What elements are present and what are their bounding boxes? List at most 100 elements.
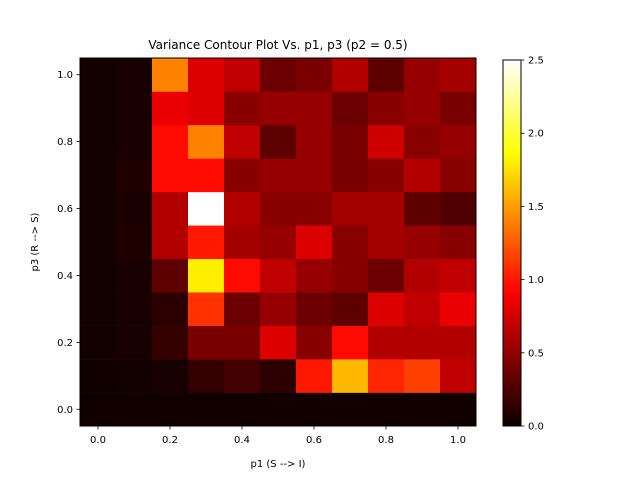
heatmap-cell: [188, 58, 225, 92]
heatmap-cell: [188, 258, 225, 293]
y-tick-label: 0.8: [57, 137, 73, 148]
heatmap-cell: [152, 359, 189, 393]
heatmap-cell: [296, 359, 333, 393]
heatmap-cell: [116, 225, 153, 260]
heatmap-cell: [404, 124, 441, 159]
heatmap-cell: [260, 292, 297, 326]
heatmap-cell: [260, 91, 297, 126]
heatmap-cell: [224, 124, 261, 159]
heatmap-cell: [80, 325, 117, 360]
heatmap-cell: [440, 124, 477, 159]
heatmap-cell: [368, 325, 405, 360]
heatmap-cell: [260, 225, 297, 260]
y-tick-label: 0.6: [57, 204, 73, 215]
heatmap-cell: [332, 359, 369, 393]
heatmap-cell: [80, 292, 117, 326]
heatmap-cell: [440, 91, 477, 126]
heatmap-cell: [116, 392, 153, 427]
heatmap-cell: [224, 325, 261, 360]
y-axis-ticks: 0.0 0.2 0.4 0.6 0.8 1.0: [57, 70, 80, 416]
y-tick-label: 0.0: [57, 405, 73, 416]
colorbar-tick-label: 0.0: [528, 422, 544, 433]
heatmap-cell: [80, 124, 117, 159]
heatmap-cell: [188, 91, 225, 126]
y-tick-label: 1.0: [57, 70, 73, 81]
heatmap-cell: [116, 191, 153, 226]
heatmap-cell: [368, 158, 405, 193]
heatmap-cell: [368, 91, 405, 126]
x-tick-label: 0.8: [378, 435, 394, 446]
y-axis-label: p3 (R --> S): [30, 212, 41, 271]
heatmap-cell: [332, 58, 369, 92]
heatmap-cell: [188, 325, 225, 360]
heatmap-cell: [368, 392, 405, 427]
colorbar-tick-label: 1.0: [528, 275, 544, 286]
heatmap-cell: [224, 359, 261, 393]
heatmap-cell: [224, 258, 261, 293]
heatmap-cell: [152, 292, 189, 326]
heatmap-cell: [80, 225, 117, 260]
x-tick-label: 0.6: [306, 435, 322, 446]
heatmap-cell: [188, 292, 225, 326]
x-axis-ticks: 0.0 0.2 0.4 0.6 0.8 1.0: [90, 426, 466, 446]
heatmap-cell: [296, 292, 333, 326]
heatmap-cell: [116, 258, 153, 293]
heatmap-cell: [296, 91, 333, 126]
chart-title: Variance Contour Plot Vs. p1, p3 (p2 = 0…: [148, 38, 407, 52]
x-tick-label: 0.2: [162, 435, 178, 446]
heatmap-cell: [368, 124, 405, 159]
heatmap-cell: [188, 225, 225, 260]
x-tick-label: 0.0: [90, 435, 106, 446]
heatmap-cell: [404, 292, 441, 326]
heatmap-cell: [440, 359, 477, 393]
heatmap-cell: [296, 392, 333, 427]
x-tick-label: 1.0: [450, 435, 466, 446]
heatmap-cell: [80, 392, 117, 427]
y-tick-label: 0.2: [57, 338, 73, 349]
heatmap-cell: [152, 158, 189, 193]
heatmap-cell: [332, 292, 369, 326]
heatmap-cell: [152, 392, 189, 427]
heatmap-cell: [368, 292, 405, 326]
heatmap-cell: [116, 158, 153, 193]
heatmap-cell: [332, 325, 369, 360]
heatmap-cell: [332, 158, 369, 193]
heatmap-cell: [152, 91, 189, 126]
heatmap-cell: [224, 158, 261, 193]
heatmap-cell: [440, 392, 477, 427]
heatmap-cell: [116, 359, 153, 393]
heatmap-cell: [332, 191, 369, 226]
heatmap-cell: [80, 91, 117, 126]
heatmap-cell: [80, 191, 117, 226]
heatmap-cell: [296, 58, 333, 92]
heatmap-cell: [296, 325, 333, 360]
heatmap-cells: [80, 58, 477, 427]
heatmap-cell: [260, 325, 297, 360]
heatmap-cell: [260, 124, 297, 159]
colorbar-tick-label: 0.5: [528, 348, 544, 359]
x-axis-label: p1 (S --> I): [251, 459, 306, 470]
heatmap-cell: [404, 191, 441, 226]
y-tick-label: 0.4: [57, 271, 73, 282]
heatmap-cell: [152, 225, 189, 260]
x-tick-label: 0.4: [234, 435, 250, 446]
heatmap-cell: [440, 325, 477, 360]
heatmap-cell: [260, 258, 297, 293]
heatmap-cell: [80, 58, 117, 92]
heatmap-cell: [440, 158, 477, 193]
heatmap-cell: [188, 124, 225, 159]
plot-frame: [79, 57, 477, 427]
heatmap-cell: [152, 325, 189, 360]
colorbar: [502, 59, 522, 427]
heatmap-cell: [440, 292, 477, 326]
heatmap-cell: [116, 91, 153, 126]
colorbar-tick-label: 1.5: [528, 202, 544, 213]
heatmap-cell: [224, 191, 261, 226]
heatmap-cell: [440, 258, 477, 293]
heatmap-cell: [152, 258, 189, 293]
heatmap-cell: [296, 191, 333, 226]
heatmap-cell: [224, 58, 261, 92]
heatmap-cell: [404, 225, 441, 260]
heatmap-cell: [296, 158, 333, 193]
